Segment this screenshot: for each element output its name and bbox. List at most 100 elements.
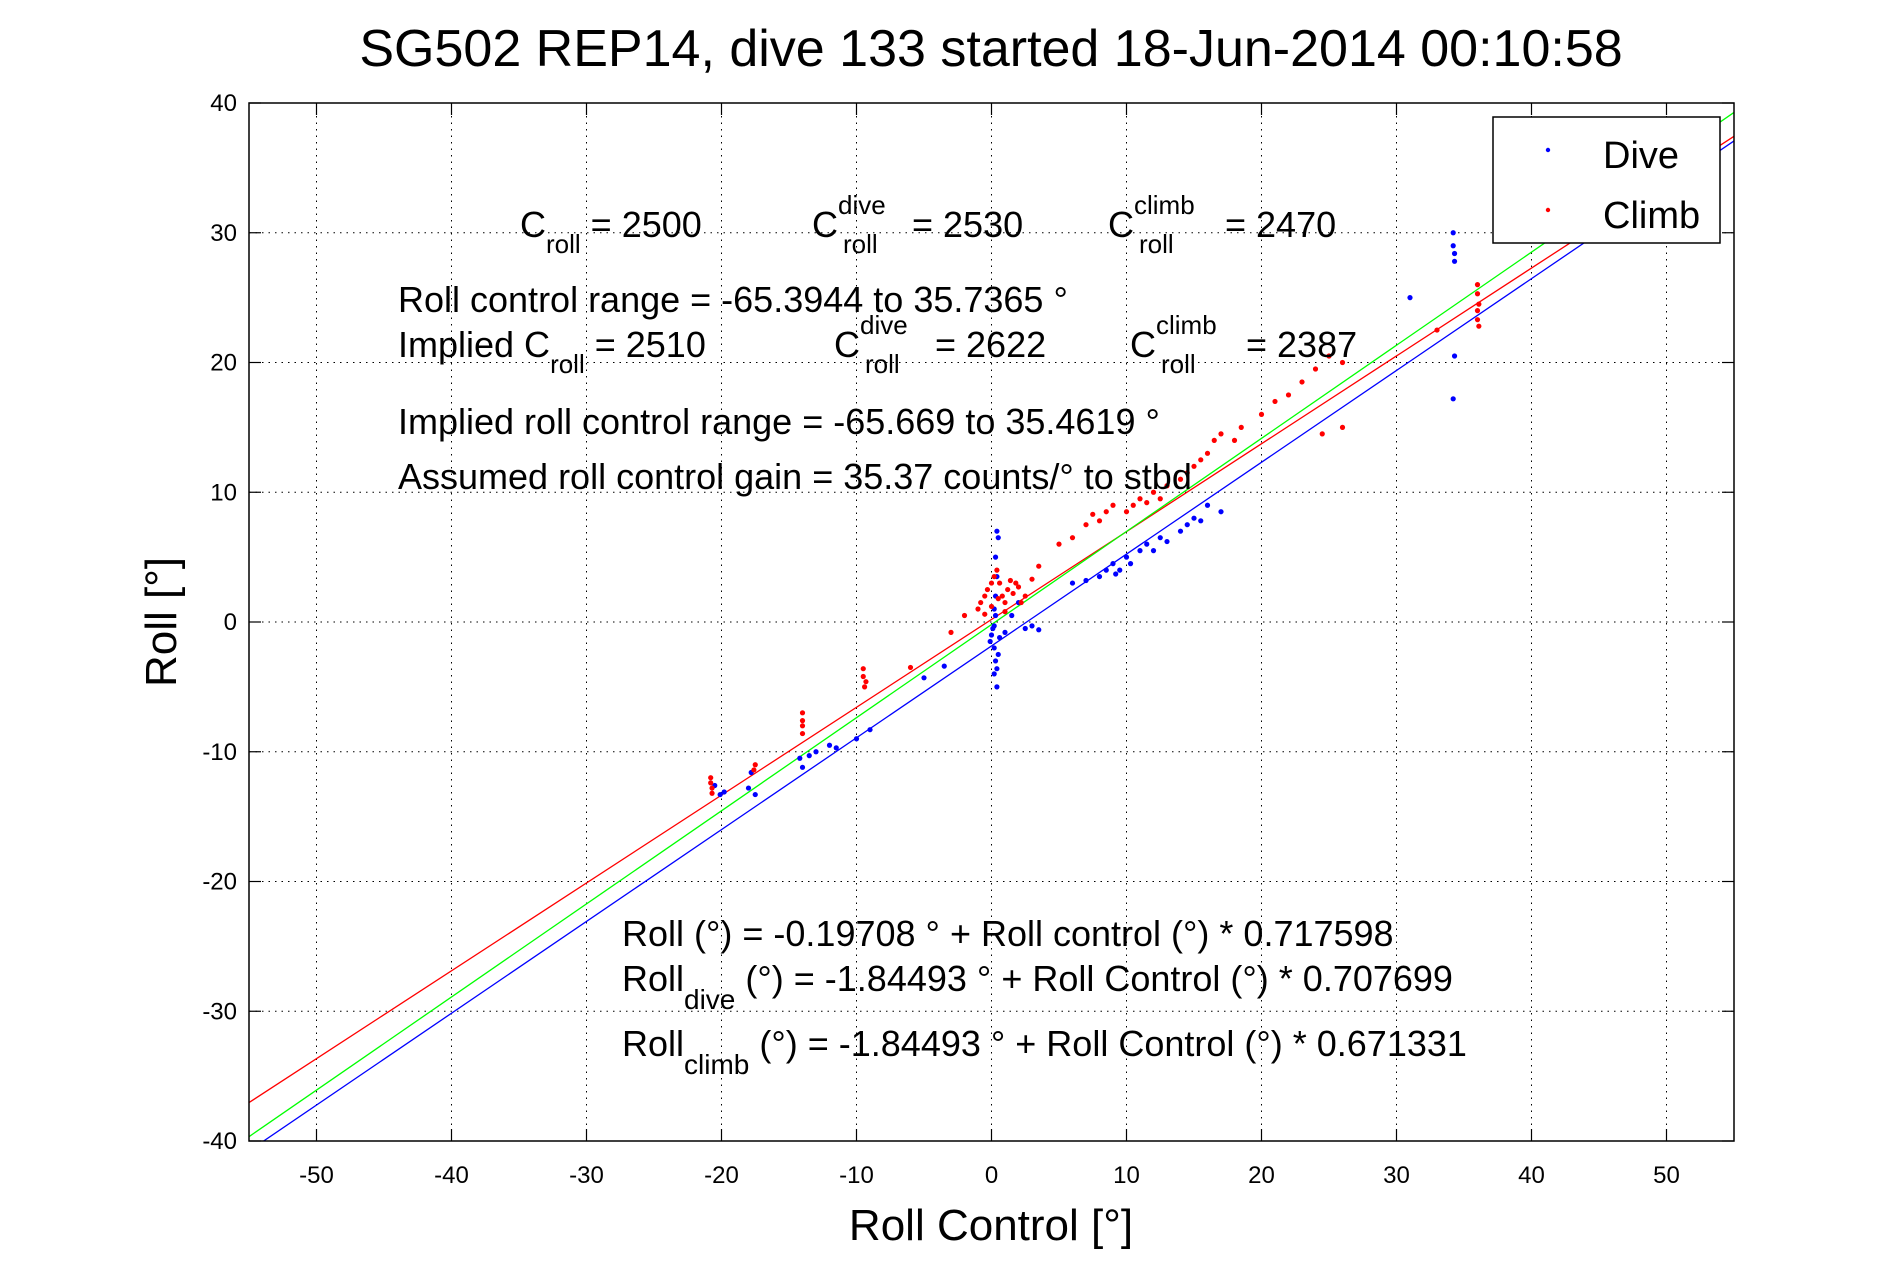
- climb-point: [948, 629, 954, 635]
- dive-point: [992, 554, 999, 560]
- dive-point: [1204, 502, 1211, 508]
- dive-point: [745, 785, 752, 791]
- c-climb-superscript: climb: [1134, 190, 1195, 220]
- dive-point: [1009, 612, 1015, 619]
- legend-climb-label: Climb: [1603, 195, 1700, 237]
- dive-point: [1451, 258, 1458, 264]
- climb-point: [1018, 599, 1024, 606]
- climb-point: [907, 664, 914, 671]
- climb-point: [860, 673, 866, 680]
- dive-point: [1123, 554, 1130, 560]
- dive-point: [1137, 548, 1143, 554]
- y-tick-label: -40: [202, 1128, 237, 1155]
- climb-point: [1312, 366, 1319, 372]
- climb-point: [799, 718, 806, 724]
- climb-point: [1339, 359, 1346, 366]
- dive-point: [1184, 522, 1190, 528]
- c-roll-subscript: roll: [546, 229, 581, 259]
- climb-point: [988, 603, 995, 610]
- climb-point: [1150, 489, 1157, 495]
- climb-point: [1029, 576, 1035, 582]
- eq-climb-main: Roll: [622, 1023, 684, 1064]
- grid-lines: [249, 102, 1734, 1142]
- chart-title: SG502 REP14, dive 133 started 18-Jun-201…: [359, 20, 1622, 78]
- dive-point: [1150, 548, 1157, 554]
- climb-point: [799, 710, 806, 716]
- climb-point: [799, 723, 806, 729]
- dive-point: [833, 745, 839, 751]
- annotation-implied-c-climb: Cclimb roll = 2387: [1130, 310, 1357, 379]
- climb-point: [1007, 577, 1014, 584]
- dive-point: [1036, 627, 1042, 633]
- dive-point: [988, 632, 995, 638]
- eq-climb-subscript: climb: [684, 1049, 749, 1080]
- dive-point: [1127, 561, 1134, 567]
- dive-point: [799, 764, 806, 770]
- dive-point: [1029, 623, 1035, 629]
- climb-point: [708, 780, 714, 786]
- climb-point: [1157, 496, 1163, 502]
- climb-point: [1231, 437, 1238, 443]
- dive-point: [992, 658, 999, 664]
- x-tick-label: -50: [299, 1162, 334, 1189]
- implied-c-roll-subscript: roll: [550, 349, 585, 379]
- fit-line: [249, 111, 1734, 1138]
- implied-c-dive-superscript: dive: [860, 310, 908, 340]
- climb-point: [1083, 522, 1089, 528]
- climb-point: [1474, 291, 1481, 297]
- dive-point: [1198, 518, 1204, 524]
- y-tick-label: 30: [210, 220, 237, 247]
- annotations: Croll = 2500 Cdive roll = 2530 Cclimb roll…: [398, 190, 1467, 1080]
- dive-point: [941, 663, 947, 669]
- y-tick-label: 10: [210, 479, 237, 506]
- climb-point: [708, 775, 714, 781]
- y-tick-label: 40: [210, 90, 237, 117]
- climb-point: [1144, 500, 1150, 506]
- climb-point: [1069, 535, 1076, 541]
- climb-point: [1476, 301, 1482, 307]
- climb-point: [1010, 590, 1016, 597]
- c-roll-value: = 2500: [581, 204, 702, 245]
- y-tick-label: -30: [202, 998, 237, 1025]
- scatter-points: [708, 230, 1482, 798]
- c-dive-superscript: dive: [838, 190, 886, 220]
- fit-line: [249, 135, 1734, 1104]
- annotation-c-dive: Cdive roll = 2530: [812, 190, 1023, 259]
- dive-point: [1069, 580, 1076, 586]
- climb-point: [1110, 502, 1116, 508]
- climb-point: [1474, 282, 1481, 288]
- fit-line: [262, 140, 1734, 1141]
- y-axis-label: Roll [°]: [137, 557, 186, 687]
- annotation-implied-c-roll: Implied Croll = 2510: [398, 324, 706, 379]
- climb-point: [1056, 541, 1062, 547]
- climb-point: [709, 785, 715, 791]
- climb-point: [997, 580, 1003, 586]
- x-tick-label: 40: [1518, 1162, 1545, 1189]
- climb-point: [1015, 584, 1022, 590]
- dive-point: [867, 727, 873, 733]
- climb-point: [1285, 392, 1292, 398]
- dive-point: [1113, 571, 1119, 577]
- implied-c-dive-subscript: roll: [865, 349, 900, 379]
- x-tick-label: -30: [569, 1162, 604, 1189]
- climb-point: [863, 679, 869, 685]
- dive-point: [1110, 561, 1116, 567]
- annotation-implied-range: Implied roll control range = -65.669 to …: [398, 401, 1160, 442]
- dive-point: [813, 749, 819, 755]
- dive-point: [1083, 577, 1089, 584]
- implied-c-dive-value: = 2622: [925, 324, 1046, 365]
- y-tick-label: -20: [202, 869, 237, 896]
- climb-point: [1002, 609, 1008, 615]
- x-tick-label: 0: [985, 1162, 998, 1189]
- series-climb: [708, 282, 1482, 796]
- dive-point: [1218, 509, 1224, 515]
- climb-point: [860, 666, 866, 672]
- climb-point: [1090, 511, 1096, 517]
- climb-point: [1164, 483, 1170, 489]
- climb-point: [1434, 327, 1440, 333]
- annotation-implied-c-dive: Cdive roll = 2622: [834, 310, 1046, 379]
- climb-point: [1272, 398, 1278, 405]
- climb-point: [1096, 518, 1103, 524]
- climb-point: [1177, 476, 1184, 482]
- annotation-c-climb: Cclimb roll = 2470: [1108, 190, 1336, 259]
